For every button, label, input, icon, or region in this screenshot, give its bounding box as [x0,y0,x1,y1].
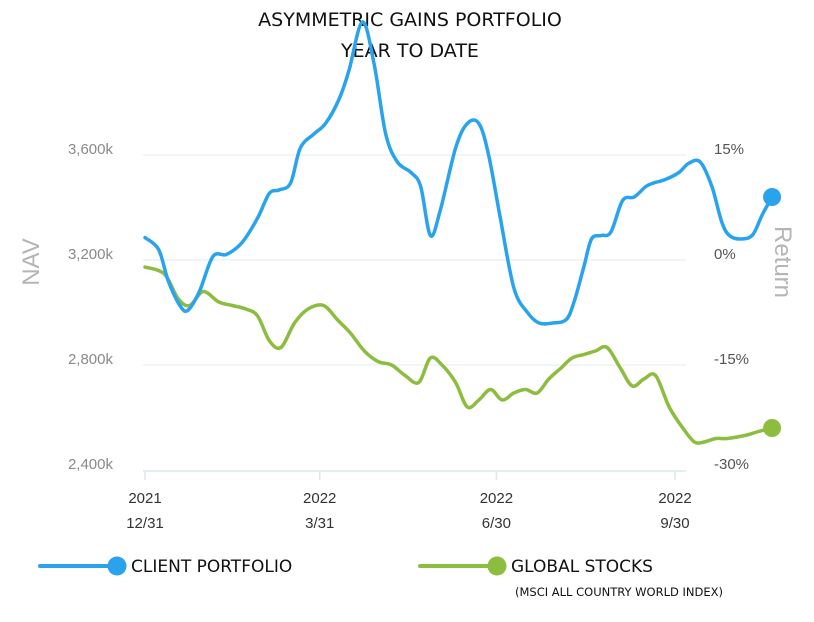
legend-sublabel-global-stocks: (MSCI ALL COUNTRY WORLD INDEX) [515,585,723,599]
series-line-client-portfolio [143,20,774,326]
y2-tick-label: -15% [714,351,749,368]
y2-tick-label: 0% [714,246,736,263]
series-end-marker-global-stocks [763,419,782,437]
y-tick-label: 3,200k [68,246,114,263]
x-tick-label-year: 2022 [658,490,691,507]
x-tick-label-date: 12/31 [126,515,164,532]
x-tick-label-year: 2021 [128,490,161,507]
x-tick-label-date: 3/31 [305,515,334,532]
legend: CLIENT PORTFOLIO GLOBAL STOCKS (MSCI ALL C… [38,556,723,599]
y-axis-title-nav: NAV [18,238,45,286]
x-tick-label-year: 2022 [480,490,513,507]
axes: 3,600k 3,200k 2,800k 2,400k 15% 0% -15% -30% 202… [68,141,749,532]
x-tick-label-year: 2022 [303,490,336,507]
series-end-marker-client-portfolio [763,188,782,206]
y-tick-label: 2,800k [68,351,114,368]
chart-title: ASYMMETRIC GAINS PORTFOLIO [258,9,562,31]
y-tick-label: 2,400k [68,456,114,473]
y2-tick-label: -30% [714,456,749,473]
series-layer [143,20,782,445]
grid-lines [143,154,686,366]
y2-tick-label: 15% [714,141,744,158]
y-tick-label: 3,600k [68,141,114,158]
y-axis-title-return: Return [769,226,796,298]
legend-marker-client-portfolio [107,556,127,576]
chart-subtitle: YEAR TO DATE [340,40,479,62]
x-tick-label-date: 6/30 [482,515,511,532]
x-tick-label-date: 9/30 [660,515,689,532]
legend-marker-global-stocks [487,556,507,576]
series-line-global-stocks [143,265,774,445]
legend-label-client-portfolio: CLIENT PORTFOLIO [131,557,292,577]
legend-label-global-stocks: GLOBAL STOCKS [511,557,653,577]
